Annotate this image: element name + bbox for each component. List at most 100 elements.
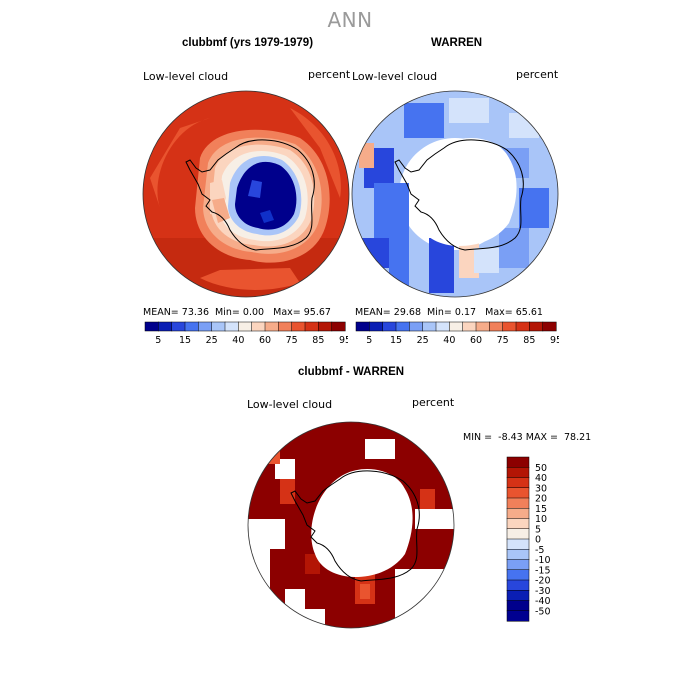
panel2-max-label: Max=: [485, 307, 513, 318]
panel1-min-value: 0.00: [242, 307, 265, 318]
panel2-map: [351, 90, 559, 298]
panel3-colorbar-tick-label: 40: [535, 473, 547, 484]
panel2-colorbar-swatch: [355, 321, 370, 332]
panel3-colorbar-swatch: [506, 528, 530, 540]
panel1-colorbar-tick-label: 85: [312, 335, 324, 346]
panel2-mean-label: MEAN=: [355, 307, 391, 318]
panel3-colorbar-swatch: [506, 538, 530, 550]
panel3-colorbar-swatch: [506, 559, 530, 571]
panel2-stats: MEAN= 29.68 Min= 0.17 Max= 65.61: [355, 307, 543, 318]
panel3-min-value: -8.43: [498, 432, 523, 443]
panel3-colorbar-swatch: [506, 508, 530, 520]
panel2-mean-value: 29.68: [393, 307, 421, 318]
panel3-colorbar-tick-label: 10: [535, 514, 547, 525]
panel3-colorbar-tick-label: -15: [535, 565, 551, 576]
panel1-colorbar-tick-label: 15: [179, 335, 191, 346]
panel2-colorbar-swatch: [395, 321, 410, 332]
panel1-colorbar-swatch: [211, 321, 226, 332]
panel2-colorbar-swatch: [489, 321, 504, 332]
panel1-colorbar-swatch: [158, 321, 173, 332]
panel3-colorbar-tick-label: -40: [535, 596, 551, 607]
panel3-colorbar-tick-label: 50: [535, 463, 547, 474]
panel1-colorbar-swatch: [251, 321, 266, 332]
panel1-colorbar-swatch: [184, 321, 199, 332]
panel3-colorbar-swatch: [506, 610, 530, 622]
panel1-colorbar-swatch: [224, 321, 239, 332]
panel3-colorbar-tick-label: 20: [535, 494, 547, 505]
panel2-max-value: 65.61: [515, 307, 543, 318]
panel1-colorbar-swatch: [278, 321, 293, 332]
panel2-min-label: Min=: [427, 307, 452, 318]
panel3-stats: MIN = -8.43 MAX = 78.21: [463, 432, 591, 443]
panel2-colorbar-swatch: [422, 321, 437, 332]
panel2-field-label: Low-level cloud: [352, 70, 438, 83]
panel1-colorbar-swatch: [291, 321, 306, 332]
panel1-colorbar-tick-label: 25: [206, 335, 218, 346]
panel1-units-label: percent: [308, 68, 351, 81]
panel2-colorbar-swatch: [409, 321, 424, 332]
panel2-colorbar-swatch: [502, 321, 517, 332]
panel3-colorbar-tick-label: 5: [535, 524, 541, 535]
panel2-colorbar-tick-label: 75: [497, 335, 509, 346]
panel2-colorbar-swatch: [462, 321, 477, 332]
panel1-colorbar-swatch: [238, 321, 253, 332]
panel1-colorbar-swatch: [144, 321, 159, 332]
panel3-title: clubbmf - WARREN: [298, 366, 405, 378]
panel2-colorbar-tick-label: 85: [523, 335, 535, 346]
panel1-colorbar-swatch: [171, 321, 186, 332]
page-title: ANN: [327, 8, 373, 32]
panel3-max-label: MAX =: [525, 432, 558, 443]
panel2-colorbar-swatch: [475, 321, 490, 332]
panel3-colorbar-swatch: [506, 569, 530, 581]
panel1-colorbar-tick-label: 40: [232, 335, 244, 346]
panel2-colorbar-tick-label: 5: [366, 335, 372, 346]
panel2-colorbar-swatch: [529, 321, 544, 332]
panel3-colorbar-tick-label: -20: [535, 576, 551, 587]
panel1-mean-label: MEAN=: [143, 307, 179, 318]
panel2-colorbar-swatch: [515, 321, 530, 332]
panel1-colorbar-tick-label: 60: [259, 335, 271, 346]
panel3-colorbar-swatch: [506, 518, 530, 530]
panel2-colorbar-tick-label: 25: [417, 335, 429, 346]
panel3-colorbar-tick-label: -30: [535, 586, 551, 597]
panel1-colorbar-swatch: [318, 321, 333, 332]
panel1-colorbar-swatch: [331, 321, 346, 332]
panel3-colorbar-tick-label: 30: [535, 483, 547, 494]
panel2-colorbar-swatch: [382, 321, 397, 332]
panel1-colorbar-tick-label: 75: [286, 335, 298, 346]
panel2-colorbar-swatch: [369, 321, 384, 332]
panel1-stats: MEAN= 73.36 Min= 0.00 Max= 95.67: [143, 307, 331, 318]
panel1-colorbar-swatch: [264, 321, 279, 332]
panel2-colorbar-tick-label: 60: [470, 335, 482, 346]
panel3-colorbar-tick-label: -50: [535, 606, 551, 617]
panel1-max-label: Max=: [273, 307, 301, 318]
panel3-colorbar-tick-label: 15: [535, 504, 547, 515]
panel2-colorbar-tick-label: 15: [390, 335, 402, 346]
panel2-colorbar-swatch: [435, 321, 450, 332]
panel3-colorbar-swatch: [506, 487, 530, 499]
panel1-mean-value: 73.36: [181, 307, 209, 318]
panel1-min-label: Min=: [215, 307, 240, 318]
panel1-colorbar-swatch: [304, 321, 319, 332]
panel3-colorbar-swatch: [506, 497, 530, 509]
panel3-colorbar-tick-label: -5: [535, 545, 544, 556]
panel3-colorbar-tick-label: 0: [535, 535, 541, 546]
panel2-colorbar-tick-label: 40: [443, 335, 455, 346]
panel3-colorbar-swatch: [506, 456, 530, 468]
panel2-colorbar-tick-label: 95: [550, 335, 559, 346]
panel3-min-label: MIN =: [463, 432, 493, 443]
panel1-colorbar-swatch: [198, 321, 213, 332]
panel3-max-value: 78.21: [564, 432, 592, 443]
panel2-colorbar-swatch: [449, 321, 464, 332]
panel3-colorbar-swatch: [506, 467, 530, 479]
panel2-colorbar: 5 15 25 40 60 75 85 95: [355, 321, 559, 346]
panel3-colorbar-swatch: [506, 600, 530, 612]
panel3-units-label: percent: [412, 396, 455, 409]
panel1-max-value: 95.67: [303, 307, 331, 318]
panel3-field-label: Low-level cloud: [247, 398, 333, 411]
panel1-title: clubbmf (yrs 1979-1979): [182, 37, 314, 49]
panel1-colorbar-tick-label: 5: [155, 335, 161, 346]
panel3-colorbar-swatch: [506, 549, 530, 561]
panel3-colorbar-tick-label: -10: [535, 555, 551, 566]
